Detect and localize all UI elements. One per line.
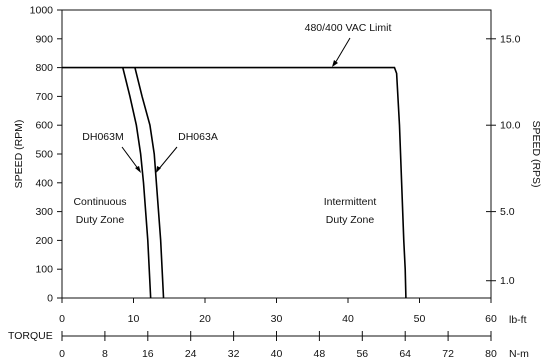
- rps-tick-label: 15.0: [500, 33, 521, 45]
- continuous-zone-line1: Continuous: [73, 196, 126, 208]
- dh063m-pointer: [121, 146, 140, 171]
- x-tick-label-lbft: 0: [59, 313, 65, 325]
- continuous-zone-line2: Duty Zone: [76, 214, 125, 226]
- x-tick-label-nm: 56: [356, 348, 368, 360]
- y-tick-label: 400: [35, 177, 53, 189]
- x-axis-nm-ticks: 0 8 16 24 32 40 48 56 64 72 80: [59, 331, 497, 360]
- y-tick-label: 500: [35, 149, 53, 161]
- rps-tick-label: 5.0: [500, 206, 515, 218]
- x-unit-nm: N-m: [509, 348, 529, 360]
- y-tick-label: 300: [35, 206, 53, 218]
- x-axis-label: TORQUE: [8, 330, 53, 342]
- series-line-dh063a: [134, 67, 165, 299]
- y-tick-label: 200: [35, 235, 53, 247]
- y-tick-label: 600: [35, 120, 53, 132]
- y-axis-ticks: 0 100 200 300 400 500 600 700 800 900 1000: [30, 5, 62, 305]
- y-tick-label: 800: [35, 62, 53, 74]
- series-group: [62, 66, 407, 299]
- x-tick-label-nm: 40: [271, 348, 283, 360]
- x-tick-label-nm: 8: [102, 348, 108, 360]
- rps-tick-label: 1.0: [500, 275, 515, 287]
- vac-limit-pointer: [333, 37, 351, 66]
- y-tick-label: 700: [35, 91, 53, 103]
- x-tick-label-nm: 16: [142, 348, 154, 360]
- vac-limit-arrowhead: [332, 60, 338, 67]
- y-tick-label: 100: [35, 264, 53, 276]
- x-axis-lbft-ticks: 0 10 20 30 40 50 60: [59, 298, 497, 325]
- x-tick-label-lbft: 10: [128, 313, 140, 325]
- x-tick-label-nm: 0: [59, 348, 65, 360]
- x-tick-label-nm: 64: [399, 348, 411, 360]
- x-tick-label-nm: 80: [485, 348, 497, 360]
- plot-frame: [61, 9, 492, 299]
- y-tick-label: 1000: [30, 5, 54, 17]
- x-tick-label-nm: 48: [314, 348, 326, 360]
- x-tick-label-nm: 24: [185, 348, 197, 360]
- x-tick-label-lbft: 40: [342, 313, 354, 325]
- x-tick-label-lbft: 50: [414, 313, 426, 325]
- intermittent-zone-line2: Duty Zone: [326, 214, 375, 226]
- series-line-480-400-vac-limit: [62, 66, 407, 299]
- x-tick-label-lbft: 20: [199, 313, 211, 325]
- x-tick-label-nm: 72: [442, 348, 454, 360]
- dh063m-label: DH063M: [82, 131, 123, 143]
- y-tick-label: 900: [35, 33, 53, 45]
- y-axis-label: SPEED (RPM): [13, 120, 25, 189]
- series-line-dh063m: [122, 67, 152, 299]
- x-unit-lbft: lb-ft: [509, 314, 527, 326]
- intermittent-zone-line1: Intermittent: [324, 196, 377, 208]
- y-axis-right-label: SPEED (RPS): [530, 120, 542, 187]
- vac-limit-label: 480/400 VAC Limit: [305, 22, 392, 34]
- x-tick-label-lbft: 30: [271, 313, 283, 325]
- dh063a-arrowhead: [156, 166, 161, 173]
- dh063a-label: DH063A: [178, 131, 218, 143]
- dh063a-pointer: [157, 146, 178, 171]
- y-tick-label: 0: [47, 293, 53, 305]
- rps-axis-ticks: 15.0 10.0 5.0 1.0: [486, 33, 521, 287]
- dh063m-arrowhead: [135, 166, 141, 173]
- x-tick-label-nm: 32: [228, 348, 240, 360]
- rps-tick-label: 10.0: [500, 120, 521, 132]
- x-tick-label-lbft: 60: [485, 313, 497, 325]
